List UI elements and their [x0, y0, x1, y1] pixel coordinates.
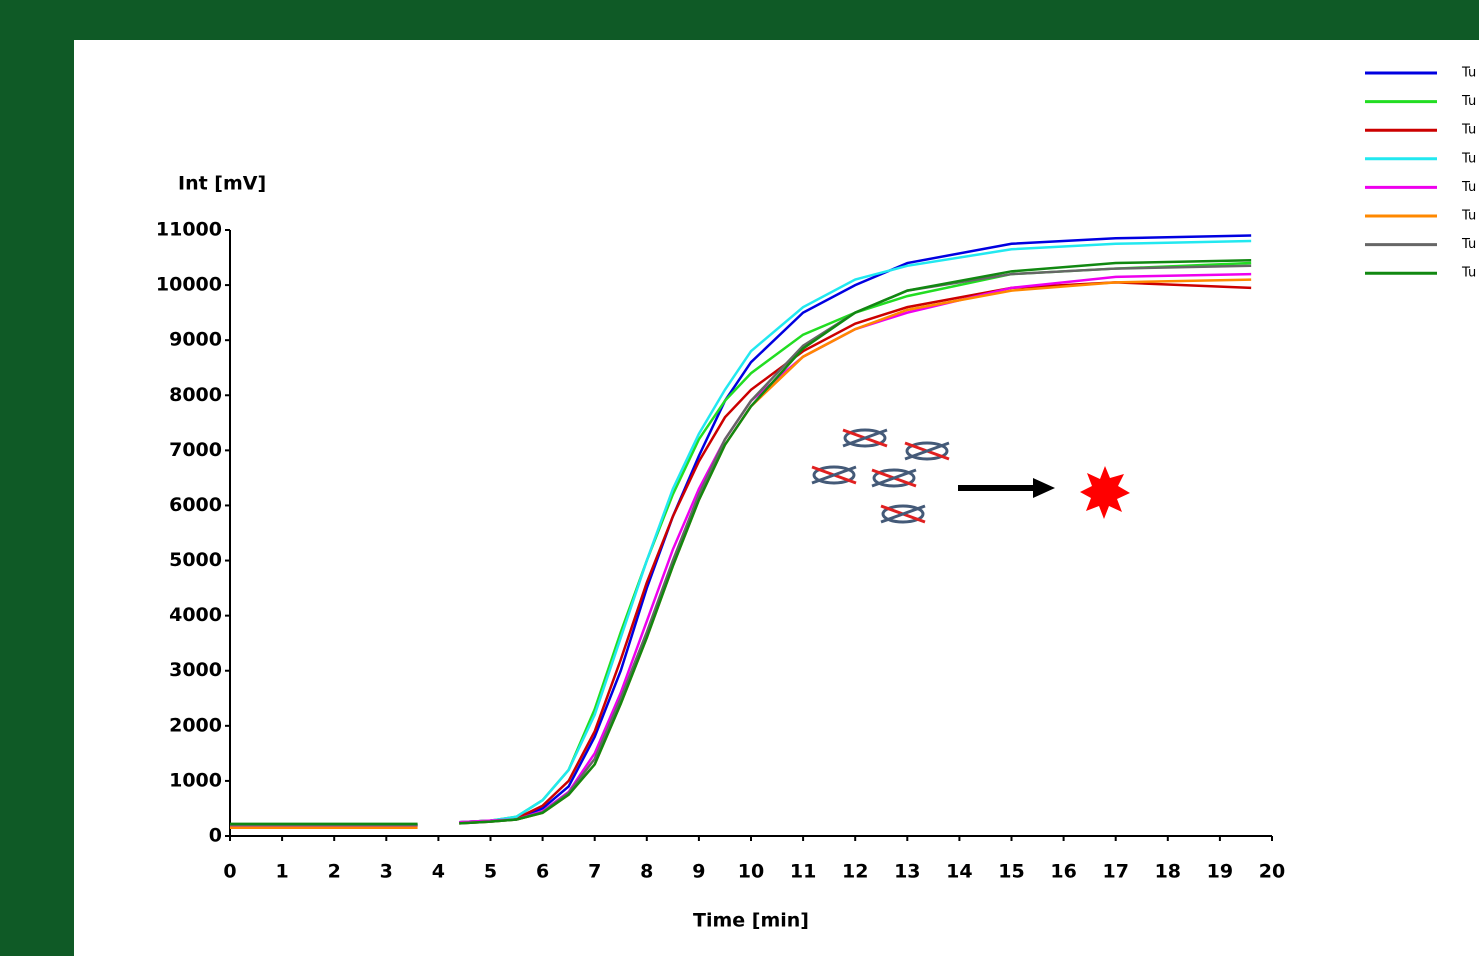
legend-label: Tu [1461, 94, 1476, 109]
y-tick-label: 1000 [169, 769, 222, 791]
x-tick-label: 5 [484, 861, 497, 883]
legend-label: Tu [1461, 180, 1476, 195]
x-tick-label: 0 [223, 861, 236, 883]
legend-label: Tu [1461, 237, 1476, 252]
legend-label: Tu [1461, 123, 1476, 138]
y-tick-label: 3000 [169, 659, 222, 681]
legend-label: Tu [1461, 66, 1476, 81]
y-tick-label: 4000 [169, 604, 222, 626]
series-line [230, 259, 1252, 826]
y-tick-label: 11000 [156, 219, 222, 241]
x-tick-label: 10 [738, 861, 764, 883]
legend-label: Tu [1461, 266, 1476, 281]
x-tick-label: 15 [998, 861, 1024, 883]
panel [74, 40, 1479, 956]
x-tick-label: 7 [588, 861, 601, 883]
y-tick-label: 10000 [156, 274, 222, 296]
x-tick-label: 20 [1259, 861, 1285, 883]
y-axis-label: Int [mV] [178, 173, 266, 195]
y-tick-label: 8000 [169, 384, 222, 406]
y-tick-label: 9000 [169, 329, 222, 351]
legend-label: Tu [1461, 151, 1476, 166]
x-tick-label: 1 [275, 861, 288, 883]
y-tick-label: 5000 [169, 549, 222, 571]
signal-burst [1080, 466, 1130, 519]
x-tick-label: 14 [946, 861, 972, 883]
x-tick-label: 12 [842, 861, 868, 883]
y-tick-label: 6000 [169, 494, 222, 516]
x-tick-label: 4 [432, 861, 445, 883]
x-tick-label: 13 [894, 861, 920, 883]
y-tick-label: 7000 [169, 439, 222, 461]
x-tick-label: 17 [1102, 861, 1128, 883]
x-tick-label: 16 [1050, 861, 1076, 883]
x-tick-label: 11 [790, 861, 816, 883]
y-tick-label: 2000 [169, 714, 222, 736]
legend-label: Tu [1461, 209, 1476, 224]
arrow-head [1033, 478, 1055, 498]
x-tick-label: 8 [640, 861, 653, 883]
x-tick-label: 6 [536, 861, 549, 883]
x-tick-label: 19 [1207, 861, 1233, 883]
x-tick-label: 3 [380, 861, 393, 883]
x-axis-label: Time [min] [693, 910, 809, 932]
dna-icons [811, 428, 950, 524]
y-tick-label: 0 [209, 825, 222, 847]
x-tick-label: 2 [328, 861, 341, 883]
x-tick-label: 9 [692, 861, 705, 883]
x-tick-label: 18 [1155, 861, 1181, 883]
